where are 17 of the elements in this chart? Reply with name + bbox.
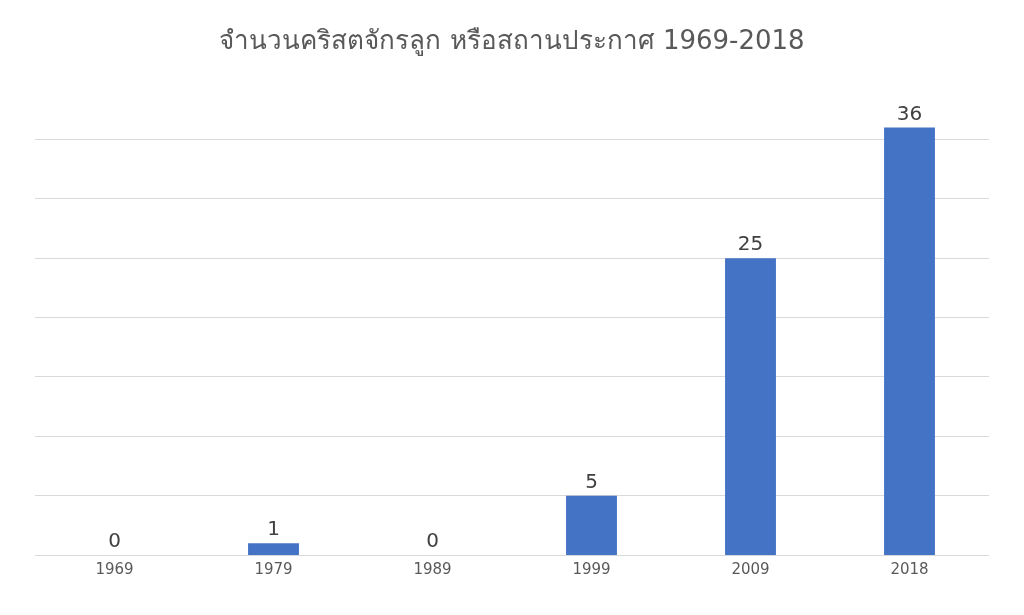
data-label: 5 <box>585 468 598 493</box>
bar <box>566 495 617 555</box>
data-label: 25 <box>737 231 764 256</box>
bar <box>884 127 935 555</box>
x-tick-label: 1989 <box>413 560 452 578</box>
data-label: 1 <box>267 516 280 541</box>
data-label: 0 <box>108 528 121 552</box>
x-tick-label: 1979 <box>254 560 293 578</box>
x-tick-label: 1969 <box>95 560 134 578</box>
bar <box>248 543 299 555</box>
x-tick-label: 2009 <box>731 560 770 578</box>
data-label: 36 <box>896 100 923 125</box>
bar <box>725 258 776 555</box>
x-tick-label: 2018 <box>890 560 929 578</box>
x-tick-label: 1999 <box>572 560 611 578</box>
chart-title: จำนวนคริสตจักรลูก หรือสถานประกาศ 1969-2018 <box>219 24 805 56</box>
data-label: 0 <box>426 528 439 552</box>
